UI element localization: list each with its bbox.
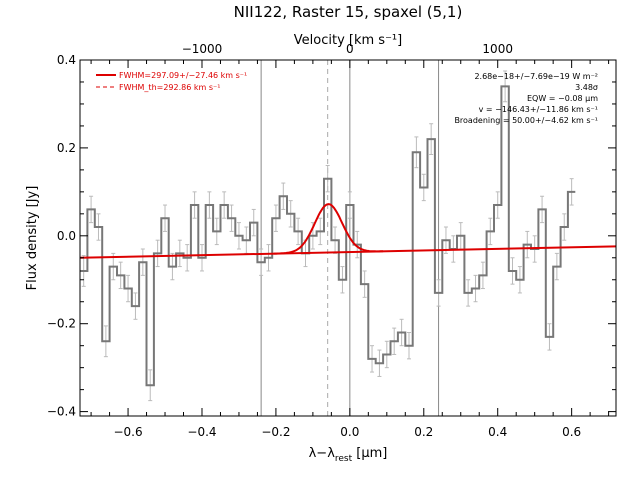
- y-tick-label: 0.2: [57, 141, 76, 155]
- annotation-flux: 2.68e−18+/−7.69e−19 W m⁻²: [474, 72, 598, 81]
- x-axis-label-sub: rest: [335, 454, 353, 464]
- plot-frame: [79, 59, 617, 417]
- y-tick-label: 0.0: [57, 229, 76, 243]
- y-tick-label: −0.2: [47, 317, 76, 331]
- legend-label-fwhm-th: FWHM_th=292.86 km s⁻¹: [119, 83, 220, 92]
- x-tick-label: −0.6: [113, 425, 142, 439]
- annotation-eqw: EQW = −0.08 μm: [527, 94, 598, 103]
- annotation-sigma: 3.48σ: [575, 83, 598, 92]
- x-tick-label: 0.0: [340, 425, 359, 439]
- gaussian-fit-line: [273, 203, 384, 255]
- annotation-broadening: Broadening = 50.00+/−4.62 km s⁻¹: [454, 116, 598, 125]
- x-tick-label: 0.4: [488, 425, 507, 439]
- x-tick-label: 0.2: [414, 425, 433, 439]
- y-tick-label: 0.4: [57, 53, 76, 67]
- top-axis-label: Velocity [km s⁻¹]: [294, 33, 402, 48]
- spectrum-step-line: [80, 85, 576, 387]
- top-tick-label: 0: [346, 42, 354, 56]
- plot-area: −0.6 −0.4 −0.2 0.0 0.2 0.4 0.6 −1000 0 1000 −0.4 −0…: [47, 42, 617, 439]
- y-axis-label: Flux density [Jy]: [25, 186, 40, 291]
- x-axis-label-unit: [μm]: [352, 446, 387, 461]
- fit-annotations: 2.68e−18+/−7.69e−19 W m⁻² 3.48σ EQW = −0…: [454, 72, 598, 125]
- legend: FWHM=297.09+/−27.46 km s⁻¹ FWHM_th=292.8…: [96, 71, 247, 92]
- continuum-fit-line: [79, 245, 617, 259]
- x-axis-label: λ−λrest [μm]: [309, 446, 388, 464]
- x-tick-label: −0.2: [261, 425, 290, 439]
- x-axis-label-main: λ−λ: [309, 446, 336, 461]
- top-tick-label: −1000: [182, 42, 223, 56]
- legend-label-fwhm: FWHM=297.09+/−27.46 km s⁻¹: [119, 71, 247, 80]
- x-tick-label: 0.6: [562, 425, 581, 439]
- annotation-velocity: v = −146.43+/−11.86 km s⁻¹: [479, 105, 598, 114]
- chart-title: NII122, Raster 15, spaxel (5,1): [234, 3, 463, 21]
- x-tick-label: −0.4: [187, 425, 216, 439]
- y-tick-label: −0.4: [47, 405, 76, 419]
- top-tick-label: 1000: [482, 42, 513, 56]
